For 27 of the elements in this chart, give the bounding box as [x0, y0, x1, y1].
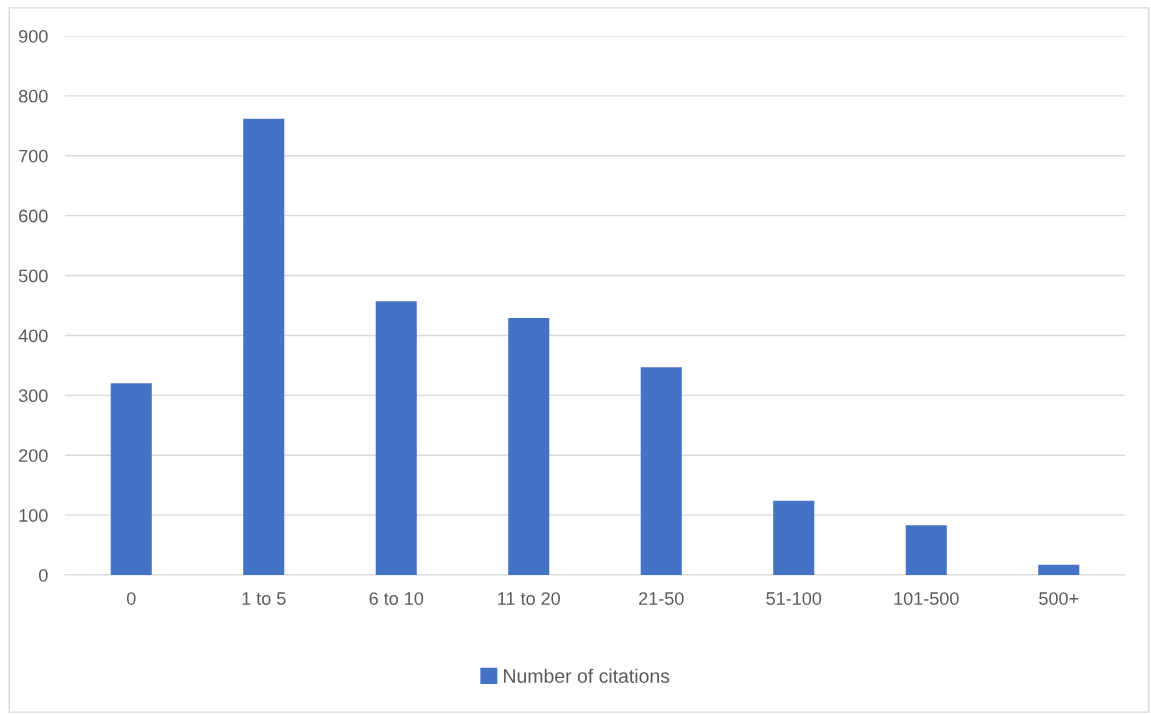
x-tick-label: 11 to 20	[498, 592, 561, 605]
x-tick-label: 500+	[1039, 592, 1079, 605]
bar	[375, 301, 417, 575]
x-tick-label: 1 to 5	[242, 592, 286, 605]
y-tick-label: 400	[18, 329, 48, 343]
y-tick-label: 500	[18, 269, 48, 283]
y-tick-label: 600	[19, 209, 48, 223]
y-tick-label: 100	[19, 509, 48, 522]
x-tick-label: 21-50	[639, 592, 684, 605]
x-tick-label: 51-100	[766, 592, 822, 605]
y-tick-label: 300	[18, 389, 48, 403]
bar	[243, 118, 285, 575]
y-tick-label: 900	[19, 29, 48, 43]
x-tick-label: 0	[126, 592, 136, 605]
y-tick-label: 0	[39, 568, 48, 582]
bar	[1038, 564, 1080, 575]
y-tick-label: 200	[19, 449, 48, 462]
y-tick-label: 700	[19, 149, 48, 163]
y-tick-label: 800	[19, 89, 48, 103]
bar	[905, 525, 947, 575]
bar	[773, 500, 815, 575]
x-tick-label: 101-500	[894, 592, 959, 605]
x-tick-label: 6 to 10	[369, 592, 424, 605]
bar	[508, 318, 550, 575]
legend-label: Number of citations	[504, 668, 670, 683]
bar	[110, 383, 152, 575]
bar	[640, 367, 682, 575]
